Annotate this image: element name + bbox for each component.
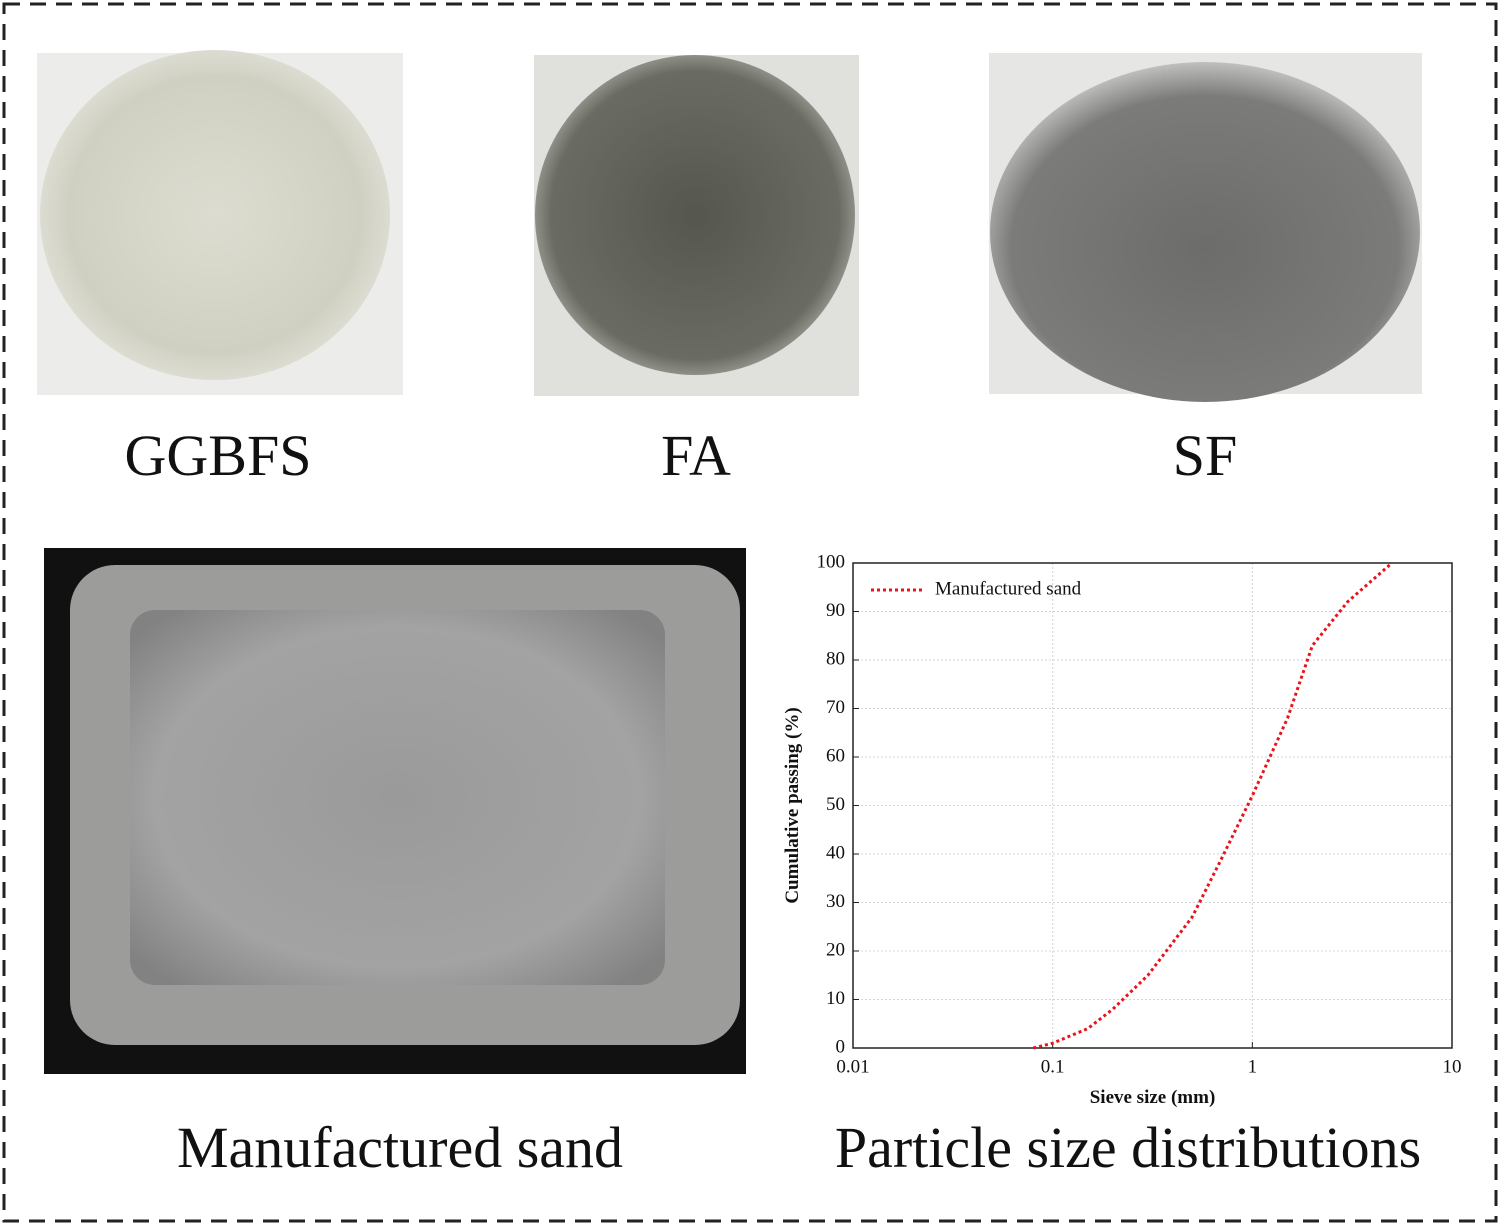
photo-caption: FA xyxy=(661,423,731,488)
y-tick-label: 90 xyxy=(826,600,845,621)
y-tick-label: 50 xyxy=(826,794,845,815)
chart: 0 10 20 30 40 50 60 70 80 90 100 0.01 0.1 1 10 Sieve si… xyxy=(782,551,1462,1108)
x-tick-label: 0.1 xyxy=(1041,1056,1065,1077)
y-axis-label: Cumulative passing (%) xyxy=(782,707,803,903)
legend-label: Manufactured sand xyxy=(935,578,1082,599)
photo-manufactured-sand xyxy=(44,548,746,1074)
y-tick-label: 60 xyxy=(826,745,845,766)
plot-frame xyxy=(852,562,1453,1049)
photo-caption: GGBFS xyxy=(125,423,312,488)
y-tick-label: 40 xyxy=(826,842,845,863)
photo-ggbfs xyxy=(37,50,403,395)
photo-caption: Manufactured sand xyxy=(177,1115,623,1180)
y-tick-label: 30 xyxy=(826,891,845,912)
y-tick-label: 10 xyxy=(826,988,845,1009)
x-tick-label: 10 xyxy=(1443,1056,1462,1077)
x-axis-label: Sieve size (mm) xyxy=(1090,1087,1216,1108)
x-tick-label: 1 xyxy=(1248,1056,1258,1077)
y-tick-label: 0 xyxy=(836,1036,846,1057)
y-tick-label: 100 xyxy=(817,551,846,572)
photo-caption: SF xyxy=(1173,423,1238,488)
chart-caption: Particle size distributions xyxy=(835,1115,1421,1180)
x-tick-label: 0.01 xyxy=(836,1056,869,1077)
series-line xyxy=(1032,561,1393,1050)
photo-sf xyxy=(989,53,1422,402)
y-tick-label: 70 xyxy=(826,697,845,718)
photo-fa xyxy=(534,55,859,396)
y-tick-label: 80 xyxy=(826,648,845,669)
y-tick-label: 20 xyxy=(826,939,845,960)
